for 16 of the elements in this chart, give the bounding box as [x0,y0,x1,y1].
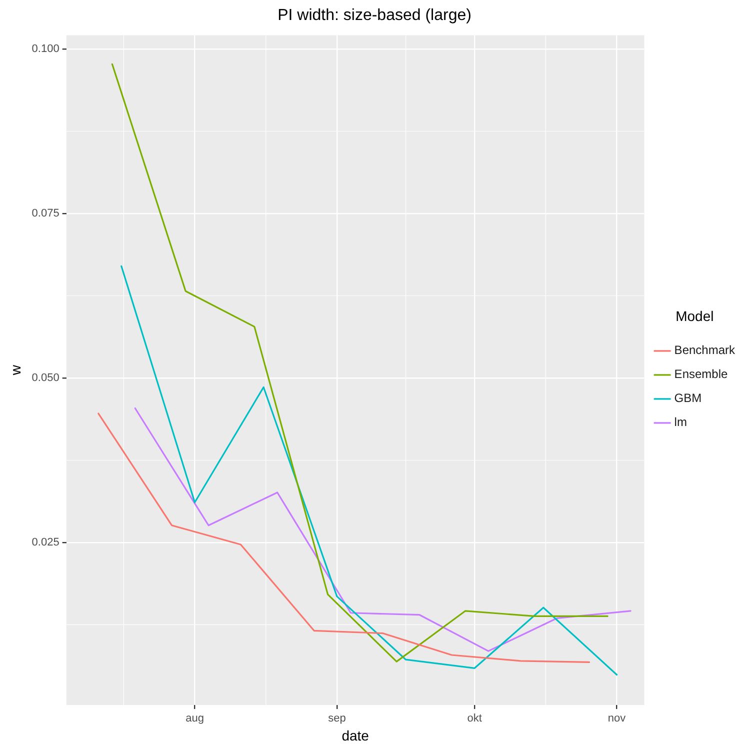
x-axis-title: date [342,727,370,744]
y-axis-title: w [7,364,24,376]
x-tick-label: aug [186,712,204,725]
legend-label: GBM [674,391,702,406]
x-tick-label: okt [467,712,482,725]
x-tick-label: sep [328,712,346,725]
legend-label: Ensemble [674,367,728,382]
chart-title: PI width: size-based (large) [278,7,472,24]
y-tick-label: 0.050 [32,372,60,384]
y-tick-label: 0.075 [32,208,60,220]
y-tick-label: 0.025 [32,536,60,549]
legend-label: lm [674,415,687,430]
legend-label: Benchmark [674,343,736,358]
y-tick-label: 0.100 [32,43,60,56]
x-tick-label: nov [608,712,626,725]
legend-title: Model [676,308,714,324]
